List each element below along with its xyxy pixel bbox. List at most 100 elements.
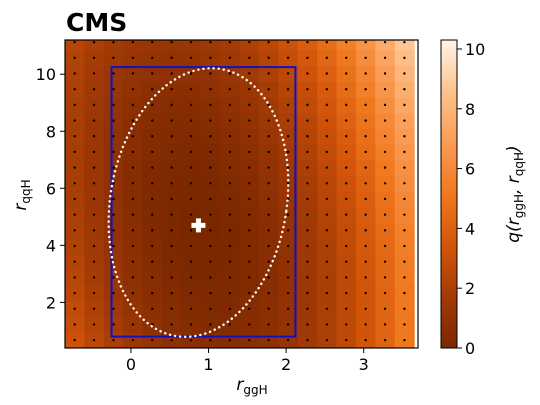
scan-point [383,197,387,201]
scan-point [131,276,135,279]
scan-point [383,56,387,60]
scan-point [403,150,406,154]
scan-point [403,166,406,169]
scan-point [383,87,387,91]
heatmap-cell [103,40,124,51]
scan-point [286,72,290,75]
scan-point [189,56,193,60]
scan-point [267,87,270,91]
scan-point [112,323,115,326]
scan-point [403,103,406,107]
scan-point [189,213,193,216]
scan-point [306,182,309,185]
scan-point [286,338,290,342]
scan-point [306,56,309,60]
scan-point [170,260,173,263]
scan-point [209,213,212,216]
scan-point [267,72,270,75]
scan-point [209,135,212,138]
scan-point [267,307,270,310]
scan-point [131,72,135,75]
scan-point [209,87,212,91]
scan-point [112,338,115,342]
scan-point [286,182,290,185]
plot-frame [64,39,419,349]
scan-point [189,103,193,107]
scan-point [325,72,329,75]
scan-point [209,166,212,169]
heatmap-cell [161,40,182,51]
scan-point [170,56,173,60]
scan-point [248,276,251,279]
scan-point [306,323,309,326]
scan-point [73,56,76,60]
scan-point [151,150,154,154]
scan-point [364,291,367,295]
scan-point [383,229,387,232]
experiment-label: CMS [66,8,127,37]
scan-point [170,323,173,326]
scan-point [403,323,406,326]
scan-point [209,244,212,248]
scan-point [267,323,270,326]
scan-point [345,276,348,279]
scan-point [364,150,367,154]
x-axis-ticks: 0 1 2 3 [126,348,369,374]
scan-point [228,166,232,169]
scan-point [209,260,212,263]
scan-point [306,150,309,154]
scan-point [248,307,251,310]
scan-point [286,291,290,295]
scan-point [403,135,406,138]
scan-point [228,119,232,122]
scan-point [131,135,135,138]
scan-point [189,87,193,91]
scan-point [248,244,251,248]
scan-point [364,135,367,138]
scan-point [112,229,115,232]
scan-point [345,72,348,75]
scan-point [92,87,96,91]
scan-point [267,103,270,107]
scan-point [345,229,348,232]
heatmap-cell [278,40,299,51]
scan-point [131,291,135,295]
scan-point [325,307,329,310]
scan-point [383,291,387,295]
scan-point [131,87,135,91]
scan-point [325,291,329,295]
scan-point [151,307,154,310]
scan-point [189,166,193,169]
scan-point [112,307,115,310]
scan-point [383,135,387,138]
scan-point [112,244,115,248]
scan-point [267,276,270,279]
scan-point [170,119,173,122]
scan-point [325,260,329,263]
scan-point [131,338,135,342]
scan-point [131,166,135,169]
scan-point [131,213,135,216]
scan-point [325,229,329,232]
scan-point [364,87,367,91]
scan-point [345,213,348,216]
x-tick-label: 0 [126,355,136,374]
scan-point [228,103,232,107]
scan-point [286,323,290,326]
scan-point [112,150,115,154]
best-fit-marker-v [195,218,201,233]
scan-point [267,197,270,201]
scan-point [170,103,173,107]
scan-point [228,338,232,342]
scan-point [228,244,232,248]
colorbar-tick-label: 0 [465,339,475,358]
scan-point [92,135,96,138]
scan-point [189,197,193,201]
scan-point [170,182,173,185]
scan-point [345,260,348,263]
scan-point [383,40,387,44]
scan-point [228,229,232,232]
scan-point [228,323,232,326]
scan-point [364,323,367,326]
